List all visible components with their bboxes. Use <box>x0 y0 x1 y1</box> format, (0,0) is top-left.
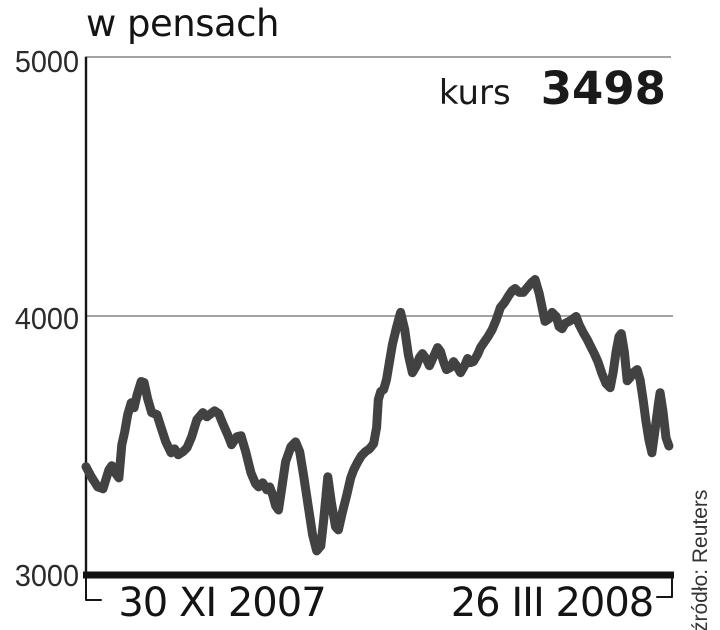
y-axis-tick-3000: 3000 <box>14 558 79 593</box>
y-axis-tick-5000: 5000 <box>14 44 79 79</box>
price-label: kurs <box>438 73 511 113</box>
right-tick-bracket <box>656 578 673 598</box>
y-axis-tick-4000: 4000 <box>14 301 79 336</box>
current-price-readout: kurs 3498 <box>439 62 666 115</box>
chart-title: w pensach <box>86 2 279 45</box>
left-tick-bracket <box>85 577 102 601</box>
source-credit: źródło: Reuters <box>689 489 712 630</box>
price-line-series-kurs <box>81 275 674 556</box>
price-value: 3498 <box>540 62 666 115</box>
x-axis-tick-end-date: 26 III 2008 <box>450 580 655 626</box>
x-axis-tick-start-date: 30 XI 2007 <box>118 580 326 626</box>
